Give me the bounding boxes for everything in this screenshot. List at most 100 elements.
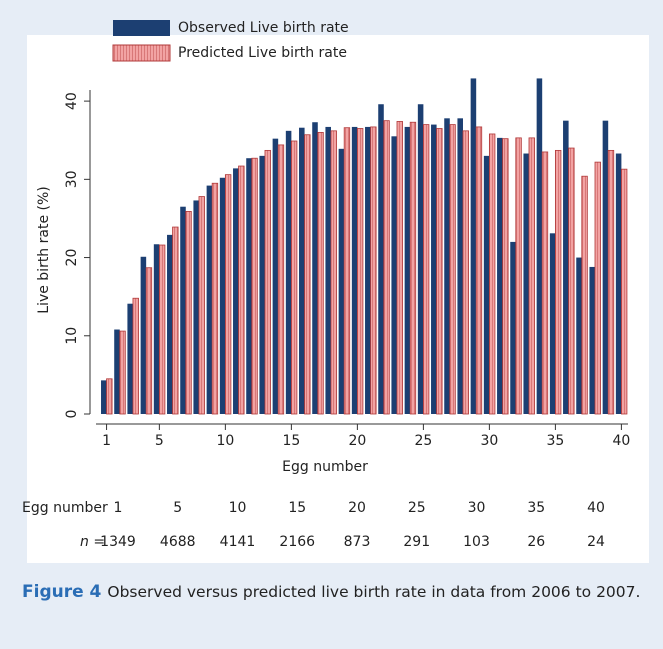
predicted-bar xyxy=(172,226,179,415)
observed-bar xyxy=(338,148,345,414)
observed-bar xyxy=(523,153,529,414)
table-egg: 30 xyxy=(468,500,486,516)
table-n: 1349 xyxy=(100,534,136,550)
observed-bar xyxy=(101,380,107,414)
predicted-bar xyxy=(462,130,469,415)
observed-bar xyxy=(193,200,199,414)
table-egg: 1 xyxy=(114,500,123,516)
observed-bar xyxy=(299,127,305,414)
observed-bar xyxy=(457,118,463,414)
observed-bar xyxy=(127,303,133,414)
observed-bar xyxy=(206,185,213,414)
table-n: 26 xyxy=(527,534,545,550)
observed-bar xyxy=(470,78,477,414)
x-tick-label: 40 xyxy=(612,433,630,449)
predicted-bar xyxy=(409,121,417,415)
table-n: 291 xyxy=(403,534,430,550)
predicted-bar xyxy=(264,149,271,415)
observed-bar xyxy=(246,158,252,414)
predicted-bar xyxy=(502,138,509,415)
predicted-bar xyxy=(106,378,113,415)
table-header: Egg number xyxy=(22,500,108,516)
predicted-bar xyxy=(607,149,615,415)
legend-label: Predicted Live birth rate xyxy=(178,45,347,61)
observed-bar xyxy=(483,155,490,414)
observed-bar xyxy=(549,233,556,414)
predicted-bar xyxy=(515,137,522,415)
table-n: 24 xyxy=(587,534,605,550)
y-tick-label: 10 xyxy=(64,327,80,345)
predicted-bar xyxy=(277,144,285,415)
y-tick-label: 20 xyxy=(64,249,80,267)
caption-label: Figure 4 xyxy=(22,582,102,602)
table-n: 873 xyxy=(344,534,371,550)
predicted-bar xyxy=(594,161,601,415)
predicted-bar xyxy=(436,128,443,415)
observed-bar xyxy=(444,118,450,414)
predicted-bar xyxy=(251,157,258,415)
x-tick-label: 35 xyxy=(546,433,564,449)
predicted-bar xyxy=(119,330,126,415)
predicted-bar xyxy=(211,182,219,415)
observed-bar xyxy=(233,168,239,414)
table-n: 4688 xyxy=(160,534,196,550)
predicted-bar xyxy=(449,124,456,415)
predicted-bar xyxy=(290,140,298,415)
observed-bar xyxy=(576,257,582,414)
predicted-bar xyxy=(145,267,153,415)
legend-label: Observed Live birth rate xyxy=(178,20,349,36)
observed-bar xyxy=(536,78,543,414)
observed-bar xyxy=(285,130,292,414)
table-egg: 10 xyxy=(229,500,247,516)
y-tick-label: 0 xyxy=(64,410,80,419)
table-egg: 5 xyxy=(173,500,182,516)
observed-bar xyxy=(431,124,437,415)
observed-bar xyxy=(497,137,503,414)
predicted-bar xyxy=(475,126,483,415)
x-tick-label: 30 xyxy=(480,433,498,449)
predicted-bar xyxy=(185,211,192,415)
predicted-bar xyxy=(541,151,549,415)
observed-bar xyxy=(167,234,173,414)
predicted-bar xyxy=(343,127,351,415)
predicted-bar xyxy=(224,174,232,415)
predicted-bar xyxy=(356,128,364,415)
x-tick-label: 15 xyxy=(282,433,300,449)
predicted-bar xyxy=(568,147,575,415)
predicted-bar xyxy=(581,175,588,415)
x-tick-label: 5 xyxy=(155,433,164,449)
observed-bar xyxy=(417,104,424,415)
y-axis-label: Live birth rate (%) xyxy=(36,186,52,314)
predicted-bar xyxy=(132,297,139,415)
predicted-bar xyxy=(554,149,562,415)
table-n: 103 xyxy=(463,534,490,550)
predicted-bar xyxy=(620,168,628,415)
predicted-bar xyxy=(158,244,166,415)
caption: Figure 4 Observed versus predicted live b… xyxy=(22,580,642,605)
observed-bar xyxy=(563,120,569,415)
predicted-bar xyxy=(238,165,245,415)
observed-bar xyxy=(404,126,411,415)
table-n-label: n = xyxy=(80,534,105,550)
predicted-bar xyxy=(383,120,390,415)
predicted-bar xyxy=(198,196,205,415)
table-n: 4141 xyxy=(220,534,256,550)
table-egg: 15 xyxy=(288,500,306,516)
observed-bar xyxy=(153,244,160,414)
observed-bar xyxy=(272,138,279,414)
observed-bar xyxy=(219,177,226,414)
table-egg: 25 xyxy=(408,500,426,516)
x-tick-label: 10 xyxy=(216,433,234,449)
chart: Egg number Live birth rate (%) Egg numbe… xyxy=(22,20,649,563)
y-tick-label: 40 xyxy=(64,92,80,110)
legend-swatch xyxy=(113,20,170,36)
predicted-bar xyxy=(422,124,430,415)
predicted-bar xyxy=(528,137,535,415)
caption-text: Observed versus predicted live birth rat… xyxy=(107,583,641,601)
observed-bar xyxy=(351,126,358,415)
x-tick-label: 25 xyxy=(414,433,432,449)
observed-bar xyxy=(140,256,147,414)
observed-bar xyxy=(365,126,371,415)
x-tick-label: 1 xyxy=(102,433,111,449)
